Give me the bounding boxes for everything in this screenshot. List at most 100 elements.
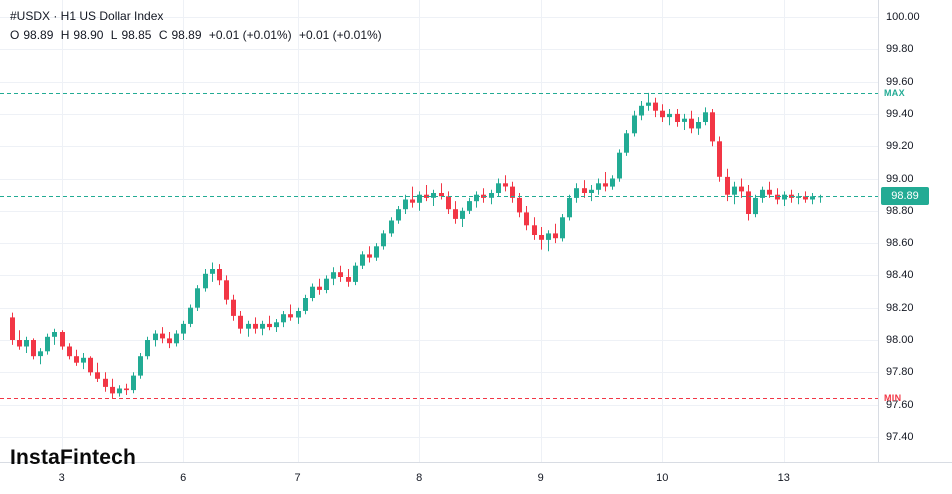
candle-body [567,197,572,218]
candle-body [153,333,158,341]
candle-body [746,191,751,214]
price-axis-label: 100.00 [886,10,920,23]
price-axis-label: 97.60 [886,398,914,411]
price-axis[interactable]: 100.00 99.80 99.60 99.40 99.20 99.00 98.80 98.6… [878,0,952,494]
time-axis-label: 7 [294,472,301,484]
candle-body [710,112,715,142]
candle-body [510,186,515,198]
candle-body [188,307,193,324]
candle-body [760,189,765,198]
open-label: O [10,28,20,42]
candle-body [217,269,222,281]
candle-body [110,386,115,394]
low-label: L [110,28,118,42]
candle-body [167,338,172,344]
candle-body [160,333,165,339]
time-axis-label: 3 [58,472,65,484]
candle-body [403,199,408,210]
price-axis-label: 98.60 [886,237,914,250]
candle-body [782,194,787,200]
candle-body [195,288,200,308]
candle-body [767,189,772,195]
close-label: C [158,28,168,42]
candle-body [446,196,451,210]
candle-body [281,314,286,323]
candle-body [532,225,537,235]
candle-body [431,193,436,198]
candle-body [703,112,708,122]
time-axis-label: 6 [180,472,187,484]
candle-body [67,346,72,357]
candle-body [803,196,808,200]
candle-body [38,351,43,357]
candle-body [553,233,558,239]
price-axis-label: 99.60 [886,75,914,88]
candle-body [467,201,472,211]
candle-body [274,322,279,328]
candle-body [360,254,365,266]
candle-body [288,314,293,318]
candle-body [81,357,86,363]
candle-body [310,286,315,298]
current-price-badge: 98.89 [881,187,929,206]
price-axis-label: 97.40 [886,430,914,443]
candle-body [338,272,343,277]
time-axis[interactable]: 3 6 7 8 9 10 13 [0,462,952,494]
candle-body [174,333,179,344]
price-axis-label: 99.80 [886,43,914,56]
candle-body [381,233,386,247]
candle-body [675,113,680,122]
candle-body [231,299,236,316]
candle-body [574,188,579,198]
candle-body [238,315,243,329]
instafintech-logo: InstaFintech [10,446,137,469]
candle-body [410,199,415,203]
candle-body [374,246,379,258]
candle-body [31,340,36,357]
candle-body [717,141,722,177]
time-axis-label: 9 [537,472,544,484]
price-axis-label: 99.20 [886,140,914,153]
candle-body [246,323,251,329]
candle-body [696,122,701,129]
max-level-label: MAX [884,87,905,98]
candle-body [303,298,308,311]
candle-body [689,118,694,129]
candle-body [224,280,229,300]
candle-body [796,196,801,198]
candle-body [660,110,665,118]
candle-body [539,235,544,240]
candle-body [646,102,651,106]
candle-body [682,118,687,122]
candle-body [653,102,658,111]
candle-body [10,317,15,340]
candle-body [546,233,551,240]
low-value: 98.85 [121,28,152,42]
chart-pane[interactable] [0,0,878,462]
price-axis-label: 97.80 [886,366,914,379]
legend: #USDX · H1 US Dollar Index O 98.89 H 98.90… [10,8,386,43]
candle-body [389,220,394,234]
candle-body [639,105,644,116]
candle-body [203,273,208,289]
candlestick-svg [0,0,878,462]
candle-body [117,388,122,394]
candle-body [60,332,65,347]
candle-body [603,183,608,187]
candle-body [45,336,50,352]
change-percent: +0.01 (+0.01%) [298,28,382,42]
symbol-title[interactable]: #USDX · H1 US Dollar Index [10,9,164,23]
candle-body [52,332,57,337]
price-axis-label: 98.00 [886,334,914,347]
price-axis-label: 98.40 [886,269,914,282]
high-label: H [60,28,70,42]
candle-body [810,196,815,200]
open-value: 98.89 [23,28,54,42]
candle-body [453,209,458,219]
price-axis-label: 99.00 [886,172,914,185]
price-axis-label: 99.40 [886,107,914,120]
candle-body [367,254,372,258]
candle-body [24,340,29,347]
candle-body [103,378,108,387]
